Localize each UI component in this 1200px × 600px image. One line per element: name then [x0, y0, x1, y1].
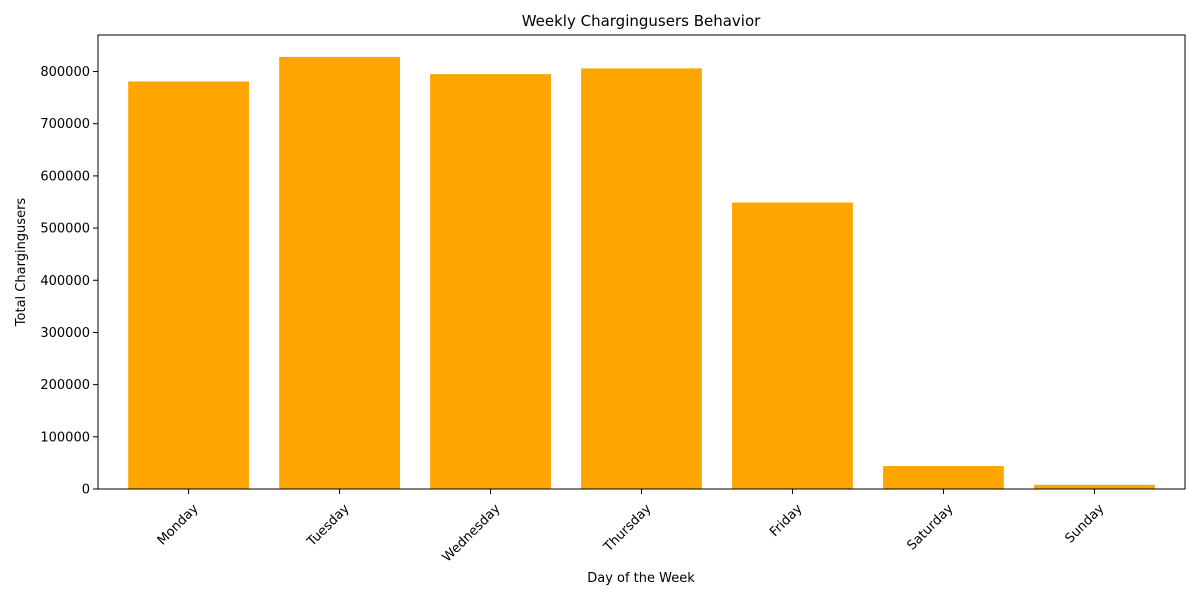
bar-thursday — [581, 68, 702, 490]
y-tick-label: 100000 — [40, 430, 90, 445]
x-tick-label-thursday: Thursday — [600, 501, 654, 555]
x-tick-label-wednesday: Wednesday — [440, 501, 504, 565]
bar-wednesday — [430, 74, 551, 489]
y-axis-label: Total Chargingusers — [14, 198, 29, 328]
x-tick-label-saturday: Saturday — [904, 501, 956, 553]
bars-layer — [128, 56, 1155, 490]
x-tick-label-monday: Monday — [155, 501, 202, 548]
y-tick-label: 200000 — [40, 378, 90, 393]
bar-monday — [128, 81, 249, 489]
x-tick-label-friday: Friday — [767, 501, 806, 540]
y-axis: 0 100000 200000 300000 400000 500000 600000 700… — [40, 65, 98, 498]
bar-friday — [732, 202, 853, 489]
y-tick-label: 500000 — [40, 222, 90, 237]
bar-tuesday — [279, 56, 400, 490]
y-tick-label: 600000 — [40, 169, 90, 184]
plot-frame — [97, 34, 1186, 490]
y-tick-label: 0 — [82, 483, 90, 498]
bar-saturday — [883, 466, 1004, 489]
x-tick-label-tuesday: Tuesday — [304, 501, 353, 550]
bar-sunday — [1034, 484, 1155, 489]
y-tick-label: 800000 — [40, 65, 90, 80]
chart-title: Weekly Chargingusers Behavior — [522, 12, 761, 30]
x-axis-label: Day of the Week — [587, 571, 695, 586]
y-tick-label: 700000 — [40, 117, 90, 132]
y-tick-label: 300000 — [40, 326, 90, 341]
y-tick-label: 400000 — [40, 274, 90, 289]
x-axis: Monday Tuesday Wednesday Thursday Friday Satu… — [155, 489, 1108, 565]
x-tick-label-sunday: Sunday — [1062, 501, 1107, 546]
